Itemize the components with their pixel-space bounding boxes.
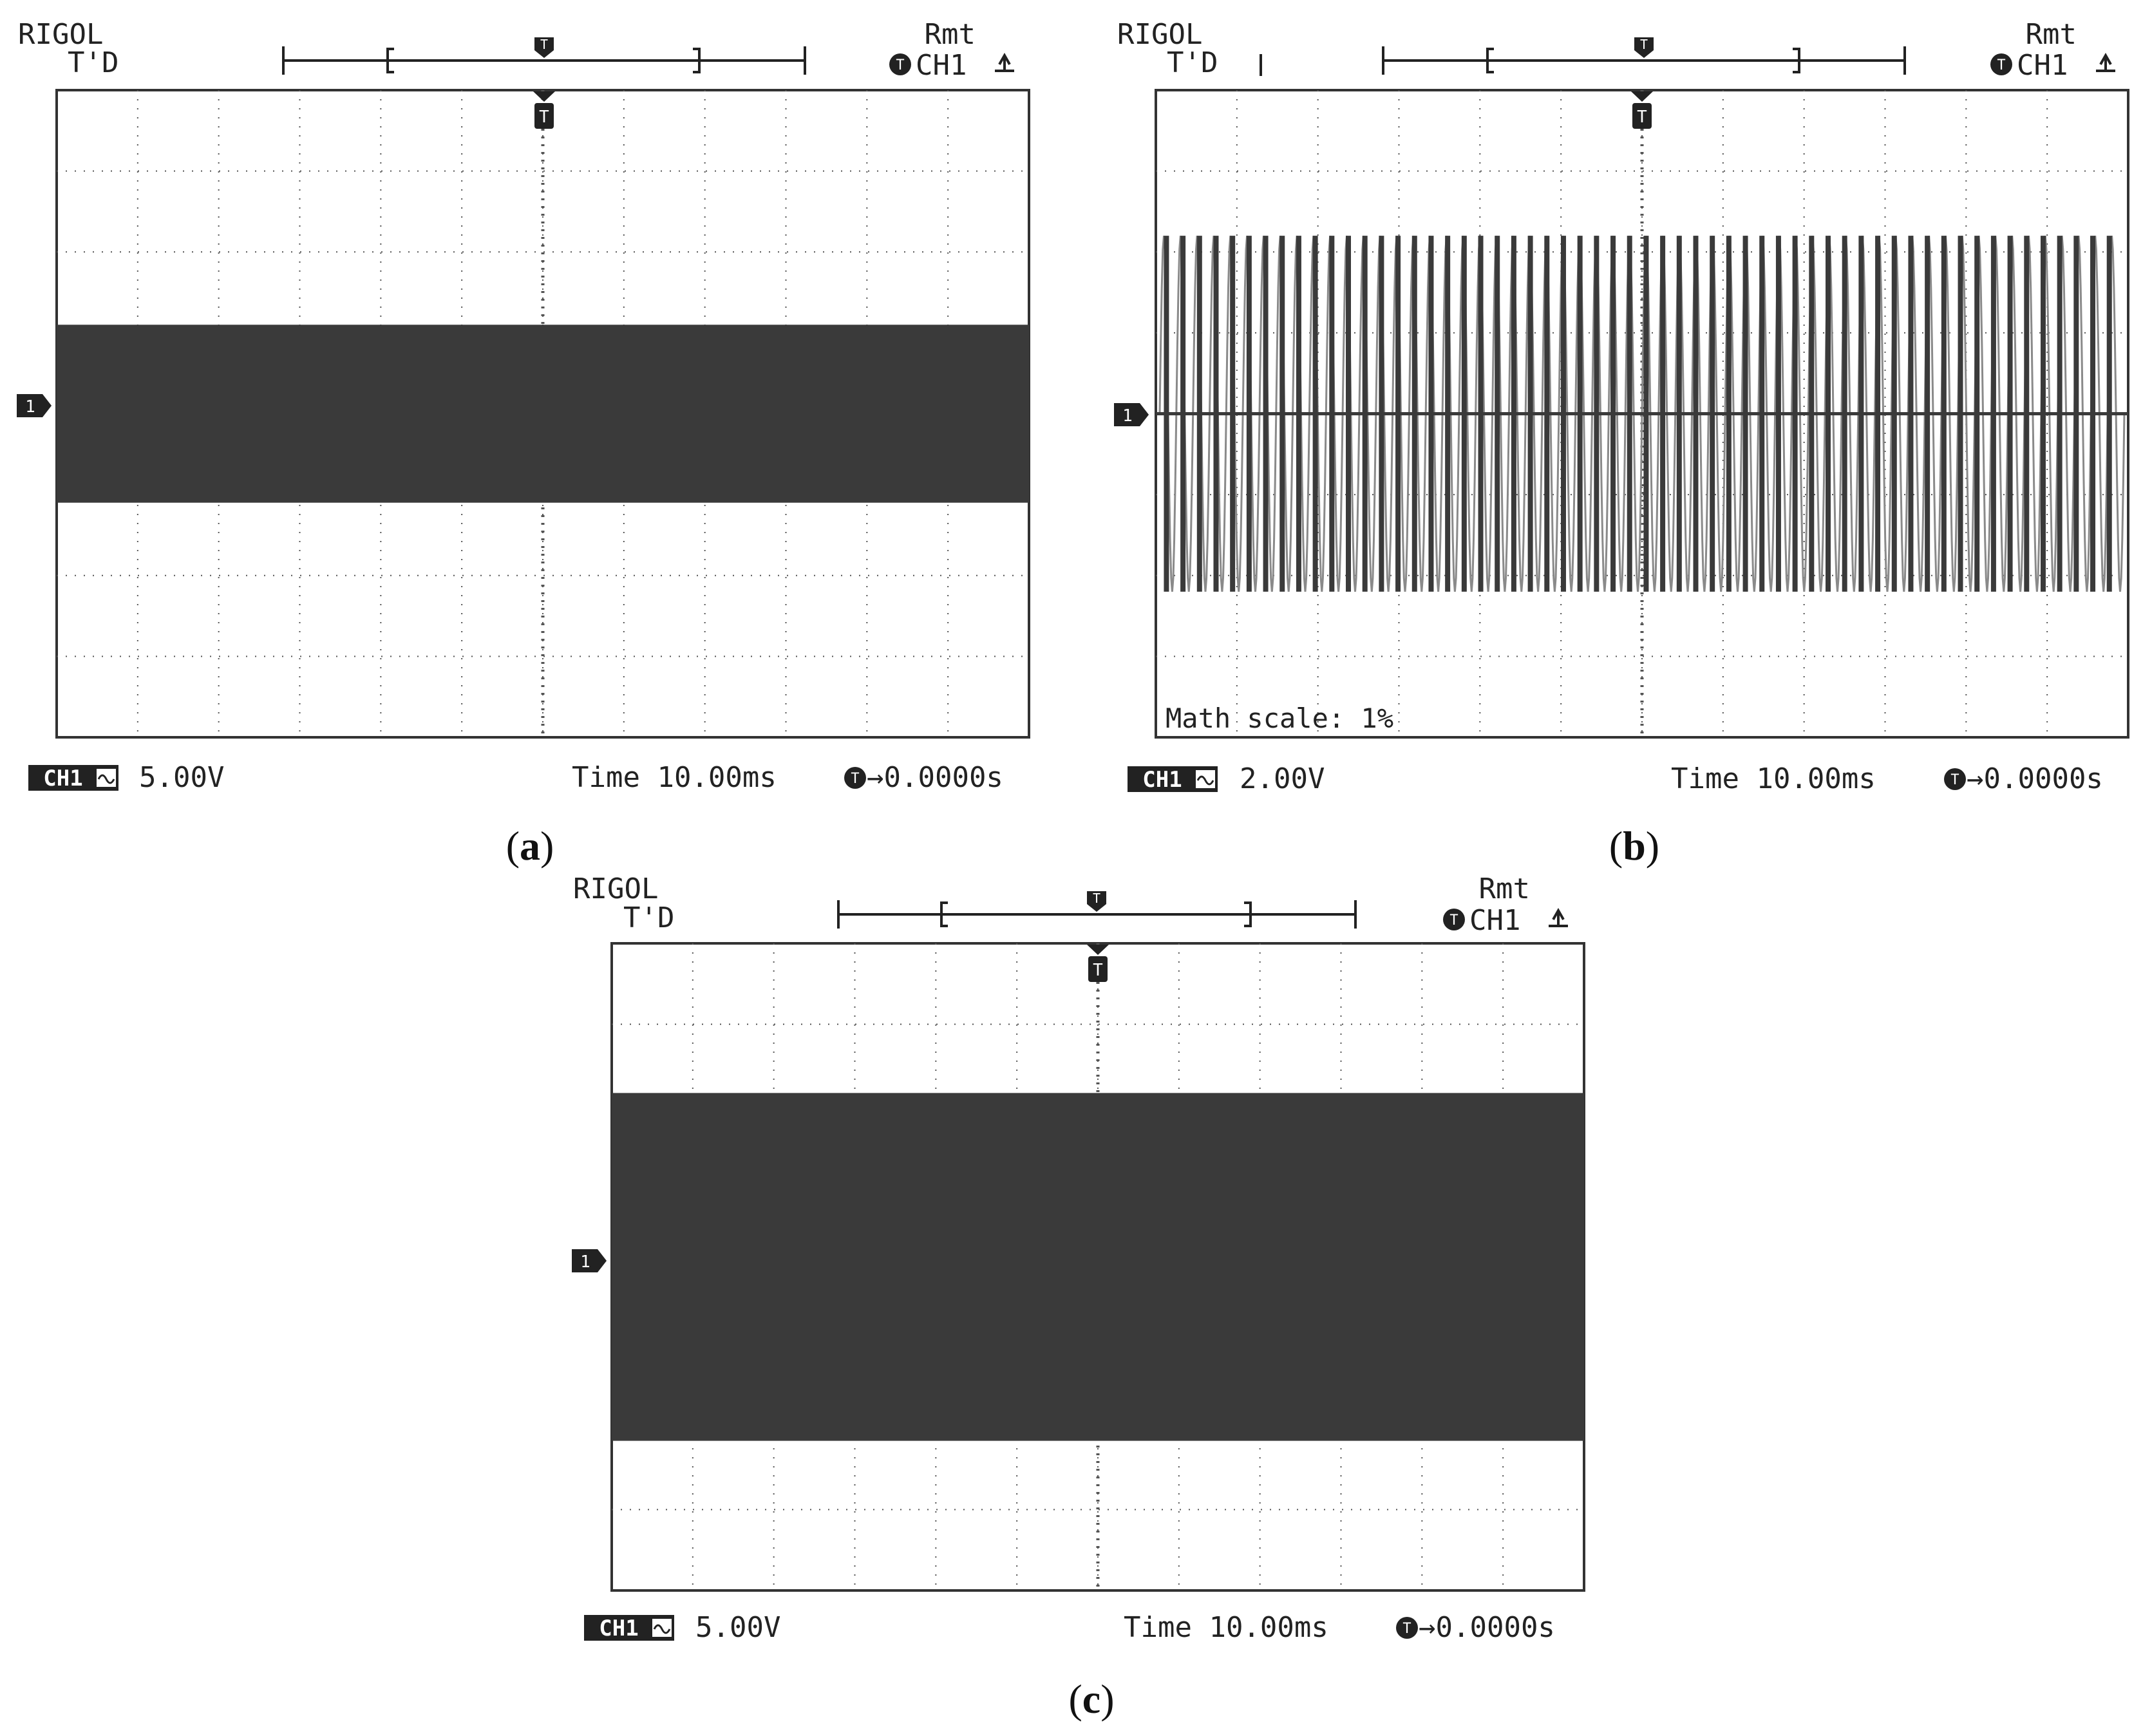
channel-badge: CH1 — [1128, 766, 1218, 793]
brand-label: RIGOL — [1117, 18, 1202, 51]
svg-text:CH1: CH1 — [599, 1616, 638, 1641]
rising-edge-icon — [995, 52, 1014, 72]
trigger-source-indicator: T CH1 — [889, 49, 1014, 82]
channel-badge: CH1 — [28, 765, 118, 791]
channel-ground-marker: 1 — [572, 1249, 607, 1272]
center-trigger-marker: T — [1087, 945, 1109, 982]
rising-edge-icon — [1549, 907, 1568, 927]
svg-text:1: 1 — [1122, 406, 1133, 426]
svg-text:T: T — [1950, 772, 1959, 788]
waveform-trace — [1156, 235, 2128, 592]
trigger-source-indicator: T CH1 — [1990, 49, 2115, 82]
remote-label: Rmt — [1479, 873, 1530, 905]
svg-text:T: T — [1637, 108, 1647, 127]
svg-text:CH1: CH1 — [1142, 767, 1182, 793]
signal-envelope — [57, 325, 1029, 503]
panel-caption: (a) — [506, 823, 554, 869]
svg-text:T: T — [896, 57, 904, 73]
panel-b: RIGOL T'D T Rmt T CH1 T — [1114, 18, 2129, 869]
trigger-position-icon: T — [1634, 37, 1654, 58]
channel-badge: CH1 — [584, 1615, 674, 1641]
volts-per-div: 5.00V — [139, 761, 224, 794]
svg-text:T: T — [851, 771, 859, 787]
panel-caption: (b) — [1609, 823, 1659, 869]
trigger-source-label: CH1 — [2017, 49, 2068, 82]
brand-label: RIGOL — [573, 873, 658, 905]
channel-ground-marker: 1 — [17, 394, 52, 417]
ac-coupling-icon — [97, 774, 115, 784]
center-trigger-marker: T — [533, 91, 555, 129]
trigger-offset: T →0.0000s — [1396, 1611, 1555, 1644]
trigger-source-indicator: T CH1 — [1443, 904, 1568, 937]
mode-label: T'D — [68, 46, 118, 79]
center-trigger-marker: T — [1631, 91, 1653, 129]
svg-text:T: T — [1093, 891, 1100, 906]
svg-text:1: 1 — [580, 1252, 590, 1272]
trigger-position-icon: T — [534, 37, 554, 58]
mode-label: T'D — [1167, 46, 1218, 79]
channel-ground-marker: 1 — [1114, 403, 1149, 426]
trigger-offset: T →0.0000s — [844, 761, 1003, 794]
svg-text:T: T — [1640, 37, 1648, 52]
brand-label: RIGOL — [18, 18, 103, 51]
svg-text:CH1: CH1 — [43, 766, 82, 791]
trigger-source-label: CH1 — [916, 49, 967, 82]
timebase-label: Time 10.00ms — [1671, 762, 1876, 795]
memory-position-bar — [1382, 46, 1906, 75]
remote-label: Rmt — [2026, 18, 2077, 51]
waveform-trace — [612, 1093, 1584, 1441]
rising-edge-icon — [2096, 52, 2115, 72]
waveform-trace — [57, 325, 1029, 503]
memory-position-bar — [282, 46, 806, 75]
panel-c: RIGOL T'D T Rmt T CH1 T — [572, 873, 1585, 1722]
trigger-position-icon: T — [1087, 891, 1106, 912]
svg-text:T: T — [1093, 961, 1103, 980]
svg-text:→0.0000s: →0.0000s — [1967, 762, 2103, 795]
svg-text:T: T — [539, 108, 549, 127]
remote-label: Rmt — [925, 18, 976, 51]
panel-caption: (c) — [1068, 1676, 1114, 1722]
memory-position-bar — [837, 900, 1357, 929]
svg-text:→0.0000s: →0.0000s — [1419, 1611, 1555, 1644]
math-scale-label: Math scale: 1% — [1166, 703, 1393, 734]
trigger-offset: T →0.0000s — [1944, 762, 2103, 795]
svg-text:T: T — [1402, 1621, 1411, 1637]
svg-text:1: 1 — [25, 397, 35, 417]
svg-text:T: T — [1449, 912, 1458, 929]
svg-text:→0.0000s: →0.0000s — [867, 761, 1003, 794]
panel-a: RIGOL T'D T Rmt T CH1 T — [17, 18, 1030, 869]
ac-coupling-icon — [653, 1624, 671, 1634]
svg-text:T: T — [540, 37, 548, 52]
volts-per-div: 5.00V — [695, 1611, 780, 1644]
volts-per-div: 2.00V — [1240, 762, 1325, 795]
timebase-label: Time 10.00ms — [572, 761, 777, 794]
signal-envelope — [612, 1093, 1584, 1441]
trigger-source-label: CH1 — [1469, 904, 1520, 937]
timebase-label: Time 10.00ms — [1124, 1611, 1328, 1644]
mode-label: T'D — [623, 901, 674, 934]
ac-coupling-icon — [1196, 775, 1214, 786]
svg-text:T: T — [1997, 57, 2005, 73]
